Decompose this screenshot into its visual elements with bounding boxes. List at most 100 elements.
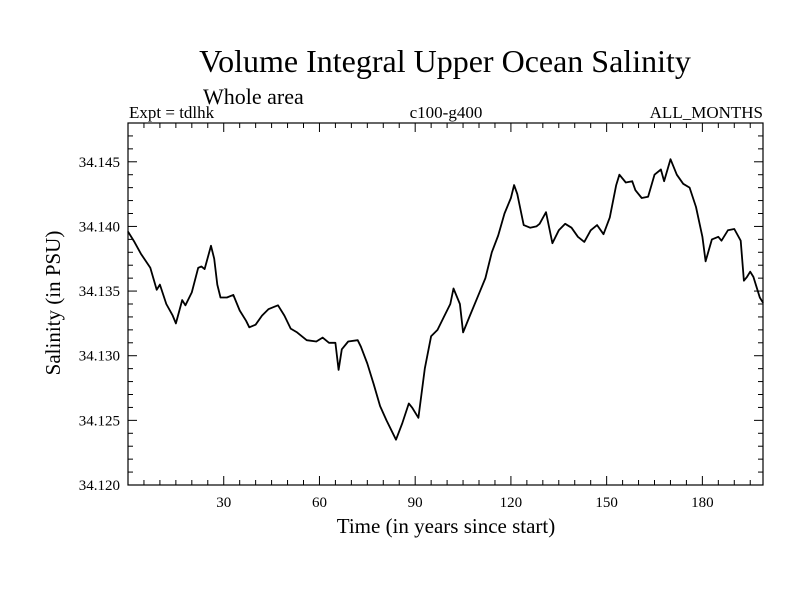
data-point	[717, 236, 719, 238]
data-point	[660, 168, 662, 171]
data-point	[641, 197, 643, 199]
data-point	[609, 216, 611, 218]
data-point	[328, 342, 330, 344]
data-point	[590, 229, 592, 231]
data-point	[701, 236, 704, 238]
data-point	[596, 224, 598, 226]
data-point	[306, 339, 308, 341]
data-point	[411, 406, 413, 408]
data-point	[523, 224, 525, 226]
data-point	[200, 265, 202, 268]
data-point	[347, 340, 349, 343]
data-point	[497, 234, 499, 237]
data-point	[219, 296, 222, 299]
data-point	[255, 324, 257, 326]
data-point	[618, 174, 621, 176]
data-point	[631, 180, 633, 182]
x-tick-label: 150	[595, 495, 618, 511]
x-axis-title: Time (in years since start)	[337, 514, 556, 538]
data-point	[175, 322, 177, 324]
data-point	[385, 419, 388, 421]
data-point	[261, 315, 263, 317]
x-tick-label: 60	[312, 495, 327, 511]
data-point	[436, 329, 439, 331]
data-point	[756, 286, 758, 288]
data-point	[204, 268, 206, 270]
data-point	[379, 405, 381, 407]
y-tick-label: 34.135	[79, 284, 120, 300]
data-point	[283, 315, 285, 317]
data-point	[634, 189, 637, 191]
data-point	[213, 258, 215, 260]
data-point	[430, 335, 432, 337]
data-point	[443, 316, 445, 318]
data-point	[216, 284, 218, 286]
data-point	[232, 294, 234, 296]
data-point	[733, 228, 735, 230]
y-axis-title: Salinity (in PSU)	[41, 231, 65, 376]
data-point	[159, 284, 161, 286]
data-point	[462, 331, 464, 333]
y-tick-label: 34.130	[79, 349, 120, 365]
data-point	[647, 196, 649, 198]
data-point	[149, 267, 151, 269]
data-point	[759, 296, 761, 299]
data-point	[602, 233, 605, 235]
data-point	[165, 303, 167, 305]
data-point	[535, 225, 538, 227]
data-point	[127, 231, 129, 233]
x-tick-labels: 30 60 90 120 150 180	[216, 495, 713, 511]
data-point	[360, 346, 362, 348]
data-point	[516, 193, 518, 195]
data-point	[746, 276, 748, 278]
data-point	[720, 240, 723, 242]
data-point	[452, 287, 455, 290]
data-point	[705, 260, 707, 262]
data-point	[133, 241, 135, 243]
data-point	[210, 245, 212, 247]
data-point	[551, 242, 554, 244]
axis-ticks	[128, 123, 763, 485]
data-point	[172, 315, 174, 317]
data-point	[752, 276, 755, 278]
data-point	[564, 223, 566, 225]
y-tick-label: 34.120	[79, 478, 120, 494]
data-point	[583, 241, 585, 243]
data-point	[322, 337, 324, 339]
plot-frame	[127, 122, 764, 486]
data-point	[625, 181, 627, 184]
y-tick-labels: 34.120 34.125 34.130 34.135 34.140 34.145	[79, 155, 120, 494]
data-point	[468, 316, 470, 318]
data-point	[290, 328, 292, 330]
x-tick-label: 90	[408, 495, 423, 511]
data-point	[459, 303, 461, 305]
data-point	[669, 158, 672, 160]
data-point	[570, 227, 573, 229]
x-tick-label: 120	[500, 495, 523, 511]
data-point	[357, 339, 359, 341]
data-point	[156, 289, 158, 291]
data-point	[510, 197, 512, 199]
data-point	[449, 303, 451, 305]
data-point	[395, 439, 397, 441]
data-point	[341, 348, 343, 350]
data-point	[373, 383, 375, 385]
months-label: ALL_MONTHS	[650, 103, 763, 122]
x-tick-label: 30	[216, 495, 231, 511]
data-point	[478, 293, 480, 295]
data-point	[417, 417, 419, 419]
data-point	[223, 296, 225, 299]
data-point	[689, 187, 691, 189]
chart-title: Volume Integral Upper Ocean Salinity	[199, 43, 691, 79]
data-point	[191, 291, 193, 293]
data-point	[408, 402, 410, 405]
data-point	[539, 223, 541, 225]
run-label: c100-g400	[410, 103, 483, 122]
data-point	[711, 238, 713, 240]
data-point	[140, 253, 142, 255]
data-point	[740, 240, 742, 242]
data-point	[682, 183, 684, 185]
data-point	[424, 368, 426, 370]
data-point	[503, 212, 506, 215]
data-point	[184, 304, 186, 306]
